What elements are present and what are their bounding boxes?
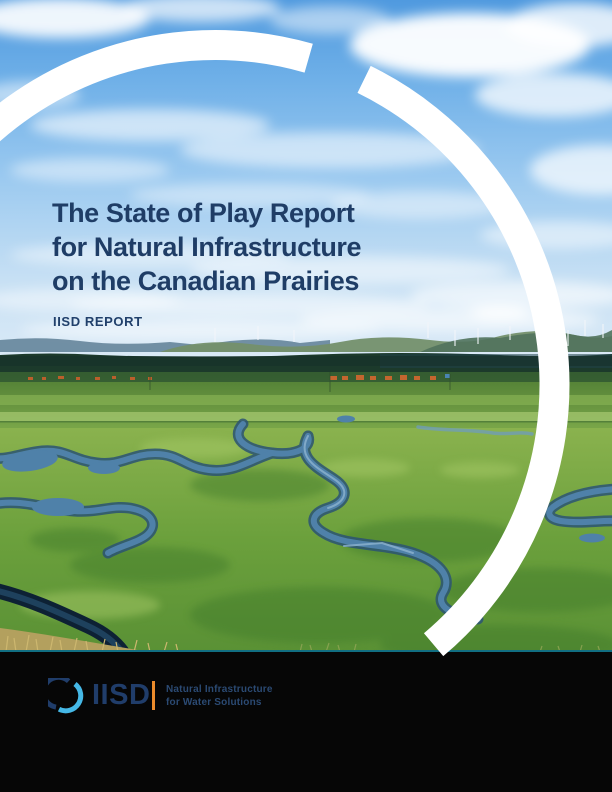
logo-divider-bar — [152, 681, 155, 710]
title-line-1: The State of Play Report — [52, 198, 355, 228]
iisd-logo-icon — [48, 678, 84, 714]
dark-stream — [0, 583, 130, 652]
title-line-2: for Natural Infrastructure — [52, 232, 362, 262]
farm-fields — [0, 368, 612, 430]
meandering-river — [0, 415, 612, 625]
footer-bar: IISD Natural Infrastructure for Water So… — [0, 650, 612, 792]
brand-name: Natural Infrastructure for Water Solutio… — [166, 684, 273, 709]
title-line-3: on the Canadian Prairies — [52, 266, 359, 296]
brand-line-1: Natural Infrastructure — [166, 684, 273, 695]
foreground-grass — [0, 628, 601, 652]
page-title: The State of Play Report for Natural Inf… — [52, 196, 362, 298]
iisd-wordmark: IISD — [92, 679, 151, 711]
report-type-label: IISD REPORT — [53, 314, 143, 329]
brand-line-2: for Water Solutions — [166, 696, 262, 708]
